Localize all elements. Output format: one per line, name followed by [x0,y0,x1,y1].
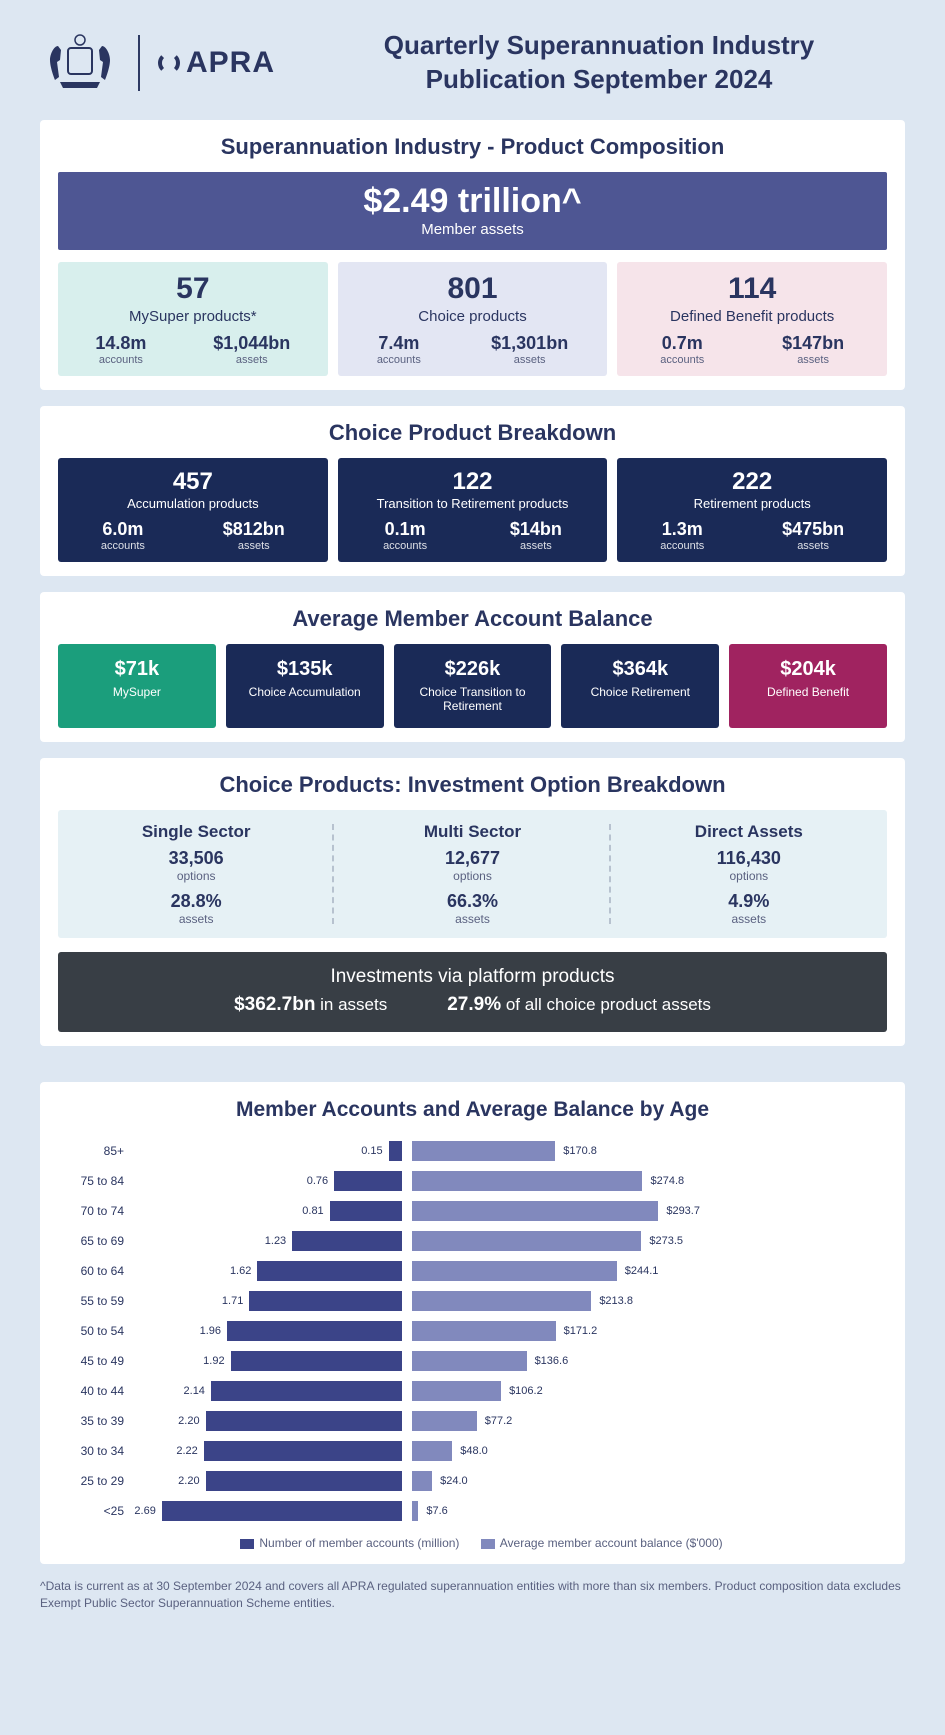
inv-title: Choice Products: Investment Option Break… [58,772,887,798]
page-title: Quarterly Superannuation Industry Public… [293,29,905,97]
choice-box: 122 Transition to Retirement products 0.… [338,458,608,562]
inv-boxes: Single Sector 33,506options 28.8%assets … [58,810,887,938]
age-row: 50 to 54 1.96 $171.2 [58,1316,887,1346]
product-box: 801 Choice products 7.4maccounts $1,301b… [338,262,608,376]
apra-logo: APRA [158,46,275,80]
platform-banner: Investments via platform products $362.7… [58,952,887,1032]
age-row: 55 to 59 1.71 $213.8 [58,1286,887,1316]
composition-card: Superannuation Industry - Product Compos… [40,120,905,390]
footnote: ^Data is current as at 30 September 2024… [0,1578,945,1642]
legend-swatch-balance [481,1539,495,1549]
inv-box: Multi Sector 12,677options 66.3%assets [334,810,610,938]
inv-box: Direct Assets 116,430options 4.9%assets [611,810,887,938]
aus-coat-of-arms-icon [40,28,120,98]
age-row: 75 to 84 0.76 $274.8 [58,1166,887,1196]
choice-boxes: 457 Accumulation products 6.0maccounts $… [58,458,887,562]
apra-logo-text: APRA [186,46,275,80]
header-divider [138,35,140,91]
age-row: 85+ 0.15 $170.8 [58,1136,887,1166]
choice-breakdown-card: Choice Product Breakdown 457 Accumulatio… [40,406,905,576]
chart-title: Member Accounts and Average Balance by A… [58,1098,887,1122]
product-box: 57 MySuper products* 14.8maccounts $1,04… [58,262,328,376]
avg-box: $135kChoice Accumulation [226,644,384,728]
chart-legend: Number of member accounts (million) Aver… [58,1536,887,1550]
choice-title: Choice Product Breakdown [58,420,887,446]
avg-balance-card: Average Member Account Balance $71kMySup… [40,592,905,742]
legend-swatch-accounts [240,1539,254,1549]
age-row: 45 to 49 1.92 $136.6 [58,1346,887,1376]
avg-boxes: $71kMySuper $135kChoice Accumulation $22… [58,644,887,728]
age-row: <25 2.69 $7.6 [58,1496,887,1526]
avg-title: Average Member Account Balance [58,606,887,632]
avg-box: $226kChoice Transition to Retirement [394,644,552,728]
age-row: 35 to 39 2.20 $77.2 [58,1406,887,1436]
age-row: 60 to 64 1.62 $244.1 [58,1256,887,1286]
avg-box: $71kMySuper [58,644,216,728]
member-assets-banner: $2.49 trillion^ Member assets [58,172,887,250]
age-row: 30 to 34 2.22 $48.0 [58,1436,887,1466]
age-chart: 85+ 0.15 $170.8 75 to 84 0.76 $274.8 70 … [58,1136,887,1526]
product-box: 114 Defined Benefit products 0.7maccount… [617,262,887,376]
age-row: 65 to 69 1.23 $273.5 [58,1226,887,1256]
age-row: 25 to 29 2.20 $24.0 [58,1466,887,1496]
apra-ring-icon [158,52,180,74]
age-row: 40 to 44 2.14 $106.2 [58,1376,887,1406]
inv-box: Single Sector 33,506options 28.8%assets [58,810,334,938]
avg-box: $364kChoice Retirement [561,644,719,728]
choice-box: 457 Accumulation products 6.0maccounts $… [58,458,328,562]
choice-box: 222 Retirement products 1.3maccounts $47… [617,458,887,562]
age-chart-card: Member Accounts and Average Balance by A… [40,1082,905,1564]
age-row: 70 to 74 0.81 $293.7 [58,1196,887,1226]
composition-title: Superannuation Industry - Product Compos… [58,134,887,160]
header: APRA Quarterly Superannuation Industry P… [40,28,905,98]
investment-card: Choice Products: Investment Option Break… [40,758,905,1046]
avg-box: $204kDefined Benefit [729,644,887,728]
product-boxes: 57 MySuper products* 14.8maccounts $1,04… [58,262,887,376]
